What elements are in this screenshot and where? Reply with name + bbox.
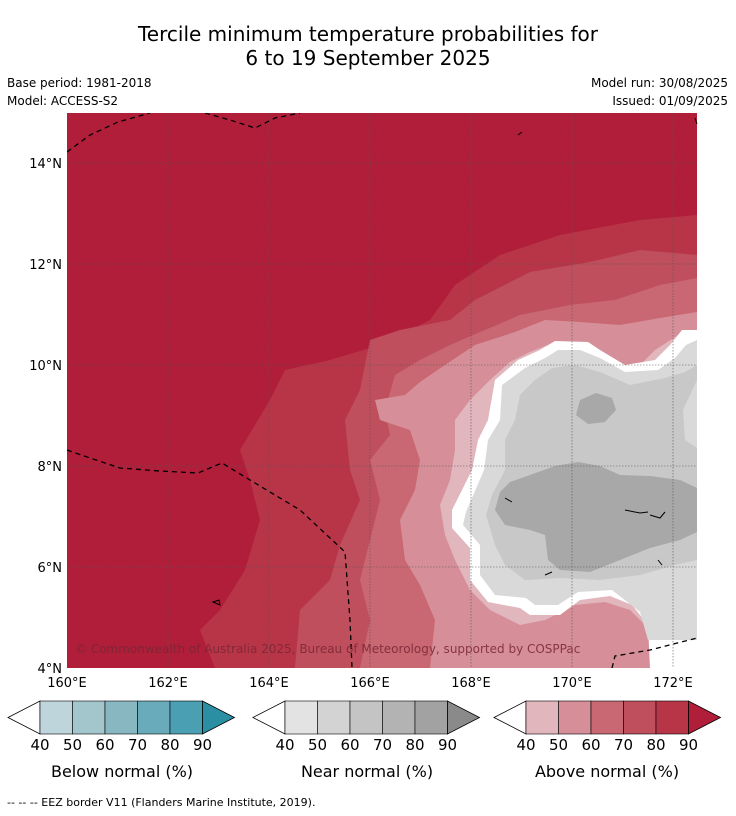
lat-labels: 14°N 12°N 10°N 8°N 6°N 4°N [29,157,62,677]
eez-footnote: -- -- -- EEZ border V11 (Flanders Marine… [7,796,316,809]
colorbar-tick-label: 40 [275,736,294,754]
colorbar-tick-label: 90 [438,736,457,754]
colorbar-tick-label: 60 [340,736,359,754]
island-outlines [211,117,698,606]
colorbar-extension-low [493,700,527,735]
colorbar-tick-label: 60 [95,736,114,754]
meta-right: Model run: 30/08/2025 Issued: 01/09/2025 [591,74,728,110]
colorbar-segment [590,700,624,735]
colorbar-segment [349,700,383,735]
lat-label: 6°N [38,561,63,576]
lon-label: 172°E [653,676,693,691]
colorbar-segment [317,700,351,735]
colorbar-tick-label: 90 [193,736,212,754]
colorbar-segment [284,700,318,735]
issued-label: Issued: 01/09/2025 [612,94,728,108]
lon-labels: 160°E 162°E 164°E 166°E 168°E 170°E 172°… [47,676,693,691]
colorbar-tick-label: 70 [373,736,392,754]
colorbar-extension-high [202,700,236,735]
colorbar-extension-low [7,700,41,735]
colorbar-segment [655,700,689,735]
lon-label: 164°E [249,676,289,691]
gridlines [67,113,697,668]
lon-label: 160°E [47,676,87,691]
colorbar-segment [39,700,73,735]
colorbar-segment [104,700,138,735]
near-40-region-east [683,380,697,448]
meta-left: Base period: 1981-2018 Model: ACCESS-S2 [7,74,152,110]
copyright-text: © Commonwealth of Australia 2025, Bureau… [75,642,580,656]
model-run-label: Model run: 30/08/2025 [590,76,728,90]
title-line-1: Tercile minimum temperature probabilitie… [137,22,599,46]
colorbar-tick-label: 40 [30,736,49,754]
colorbar-tick-label: 60 [581,736,600,754]
lon-label: 170°E [552,676,592,691]
colorbar-near: 40 50 60 70 80 90 [252,700,481,754]
colorbar-extension-high [447,700,481,735]
lat-label: 14°N [29,157,62,172]
map-field [67,113,697,668]
colorbar-tick-label: 90 [679,736,698,754]
lat-label: 12°N [29,258,62,273]
base-period-label: Base period: 1981-2018 [7,76,152,90]
model-label: Model: ACCESS-S2 [7,94,119,108]
colorbar-tick-label: 70 [128,736,147,754]
colorbar-segment [525,700,559,735]
near-60-region [495,462,697,572]
colorbar-below: 40 50 60 70 80 90 [7,700,236,754]
chart-title: Tercile minimum temperature probabilitie… [0,22,736,70]
colorbar-tick-label: 80 [405,736,424,754]
eez-borders [67,113,697,668]
lon-label: 162°E [148,676,188,691]
colorbar-extension-low [252,700,286,735]
colorbar-segment [558,700,592,735]
colorbar-segment [382,700,416,735]
colorbar-tick-label: 50 [549,736,568,754]
colorbar-segment [169,700,203,735]
colorbar-segment [137,700,171,735]
near-normal-title: Near normal (%) [300,762,434,781]
lon-label: 166°E [350,676,390,691]
below-normal-title: Below normal (%) [50,762,194,781]
colorbar-tick-label: 80 [160,736,179,754]
colorbar-tick-label: 40 [516,736,535,754]
lat-label: 8°N [38,460,63,475]
title-line-2: 6 to 19 September 2025 [245,46,491,70]
colorbars: 40 50 60 70 80 90 40 50 60 70 80 90 40 50 60 70 80 90 [7,700,722,754]
near-60-region-north [576,393,616,424]
above-normal-title: Above normal (%) [534,762,680,781]
colorbar-tick-label: 80 [646,736,665,754]
colorbar-tick-label: 70 [614,736,633,754]
colorbar-extension-high [688,700,722,735]
colorbar-segment [72,700,106,735]
lat-label: 4°N [38,662,63,677]
lon-label: 168°E [451,676,491,691]
colorbar-tick-label: 50 [63,736,82,754]
lat-label: 10°N [29,359,62,374]
colorbar-tick-label: 50 [308,736,327,754]
colorbar-segment [623,700,657,735]
colorbar-segment [414,700,448,735]
colorbar-above: 40 50 60 70 80 90 [493,700,722,754]
